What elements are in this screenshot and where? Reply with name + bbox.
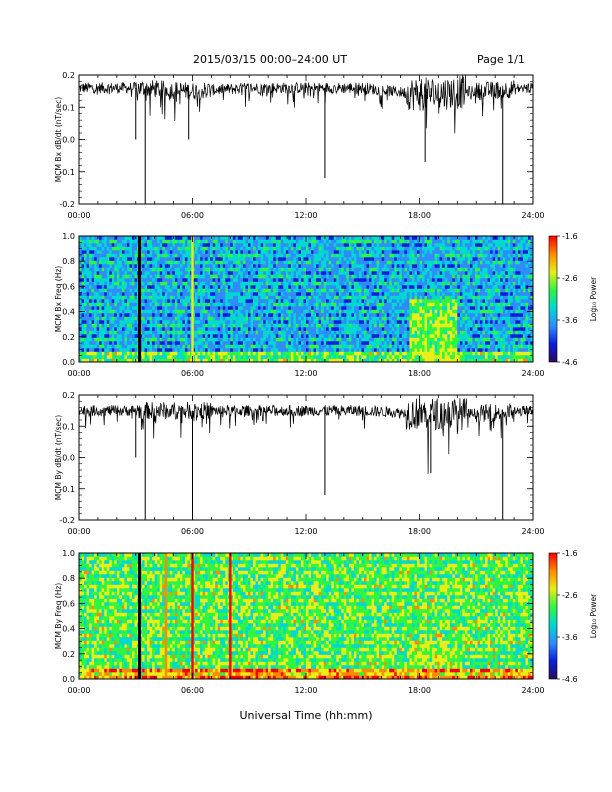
plot-frame — [78, 552, 534, 680]
x-tick-label: 18:00 — [408, 527, 431, 536]
by-colorbar: -1.6 -2.6 -3.6 -4.6 Log₁₀ Power — [548, 549, 598, 684]
x-tick-label: 18:00 — [408, 211, 431, 220]
broadband-stripe — [164, 553, 168, 679]
broadband-stripe — [229, 553, 232, 679]
y-tick-label: 0.0 — [62, 358, 75, 367]
colorbar-tick-label: -3.6 — [562, 633, 578, 642]
colorbar-label: Log₁₀ Power — [589, 593, 598, 638]
heatmap-cells — [79, 553, 534, 680]
x-tick-label: 06:00 — [181, 369, 204, 378]
series-line — [78, 74, 534, 134]
broadband-stripe — [191, 553, 194, 679]
broadband-stripe — [191, 236, 194, 362]
x-tick-label: 24:00 — [521, 686, 544, 695]
x-tick-label: 12:00 — [294, 211, 317, 220]
colorbar-tick-label: -4.6 — [562, 675, 578, 684]
bx-timeseries-panel: 0.2 0.1 0.0 -0.1 -0.2 00:00 06:00 12:00 18:00 24:… — [54, 71, 545, 220]
y-tick-label: 0.6 — [62, 282, 75, 291]
y-tick-label: 0.4 — [62, 308, 75, 317]
x-tick-label: 06:00 — [181, 211, 204, 220]
by-timeseries-panel: 0.2 0.1 0.0 -0.1 -0.2 00:00 06:00 12:00 18:00 24:… — [54, 391, 545, 536]
colorbar-scale — [548, 235, 558, 363]
y-tick-label: 0.0 — [62, 675, 75, 684]
y-axis-label: MCM By dB/dt (nT/sec) — [54, 415, 63, 500]
figure-title: 2015/03/15 00:00–24:00 UT — [193, 53, 348, 66]
y-axis-label: MCM By Freq (Hz) — [54, 583, 63, 649]
series-line — [78, 398, 534, 474]
colorbar-label: Log₁₀ Power — [589, 276, 598, 321]
y-tick-label: 0.8 — [62, 257, 75, 266]
y-tick-label: 0.1 — [62, 103, 75, 112]
colorbar-tick-label: -2.6 — [562, 274, 578, 283]
x-tick-label: 12:00 — [294, 686, 317, 695]
x-tick-label: 12:00 — [294, 527, 317, 536]
y-tick-label: 1.0 — [62, 549, 75, 558]
x-tick-label: 06:00 — [181, 527, 204, 536]
x-tick-label: 00:00 — [67, 527, 90, 536]
x-tick-label: 18:00 — [408, 686, 431, 695]
colorbar-scale — [548, 552, 558, 680]
data-gap — [138, 236, 142, 362]
colorbar-tick-label: -1.6 — [562, 549, 578, 558]
y-tick-label: 0.0 — [62, 136, 75, 145]
y-tick-label: 0.2 — [62, 391, 75, 400]
y-tick-label: 0.8 — [62, 574, 75, 583]
heatmap-cells — [79, 236, 534, 363]
x-tick-label: 06:00 — [181, 686, 204, 695]
bx-colorbar: -1.6 -2.6 -3.6 -4.6 Log₁₀ Power — [548, 232, 598, 367]
plot-frame — [78, 235, 534, 363]
y-axis-label: MCM Bx Freq (Hz) — [54, 266, 63, 332]
colorbar-tick-label: -4.6 — [562, 358, 578, 367]
y-tick-label: 0.1 — [62, 422, 75, 431]
x-tick-label: 12:00 — [294, 369, 317, 378]
colorbar-tick-label: -3.6 — [562, 316, 578, 325]
y-tick-label: 0.2 — [62, 71, 75, 80]
by-spectrogram-panel: 1.0 0.8 0.6 0.4 0.2 0.0 00:00 06:00 12:00 18:00 24… — [54, 549, 545, 695]
y-tick-label: -0.1 — [59, 485, 75, 494]
data-gap — [138, 553, 142, 679]
y-tick-label: 0.4 — [62, 625, 75, 634]
plot-frame — [78, 74, 534, 205]
y-tick-label: 0.2 — [62, 333, 75, 342]
page-indicator: Page 1/1 — [477, 53, 525, 66]
y-tick-label: 0.6 — [62, 599, 75, 608]
y-tick-label: -0.2 — [59, 200, 75, 209]
y-tick-label: 0.0 — [62, 454, 75, 463]
x-tick-label: 24:00 — [521, 369, 544, 378]
colorbar-tick-label: -2.6 — [562, 591, 578, 600]
y-tick-label: -0.1 — [59, 168, 75, 177]
y-tick-label: 1.0 — [62, 232, 75, 241]
x-tick-label: 18:00 — [408, 369, 431, 378]
x-tick-label: 00:00 — [67, 211, 90, 220]
y-tick-label: -0.2 — [59, 516, 75, 525]
colorbar-tick-label: -1.6 — [562, 232, 578, 241]
y-axis-label: MCM Bx dB/dt (nT/sec) — [54, 97, 63, 182]
plot-frame — [78, 394, 534, 521]
x-axis-label: Universal Time (hh:mm) — [240, 709, 373, 722]
x-tick-label: 24:00 — [521, 527, 544, 536]
x-tick-label: 00:00 — [67, 686, 90, 695]
bx-spectrogram-panel: 1.0 0.8 0.6 0.4 0.2 0.0 00:00 06:00 12:00 18:00 24… — [54, 232, 545, 378]
x-tick-label: 00:00 — [67, 369, 90, 378]
x-tick-label: 24:00 — [521, 211, 544, 220]
y-tick-label: 0.2 — [62, 650, 75, 659]
